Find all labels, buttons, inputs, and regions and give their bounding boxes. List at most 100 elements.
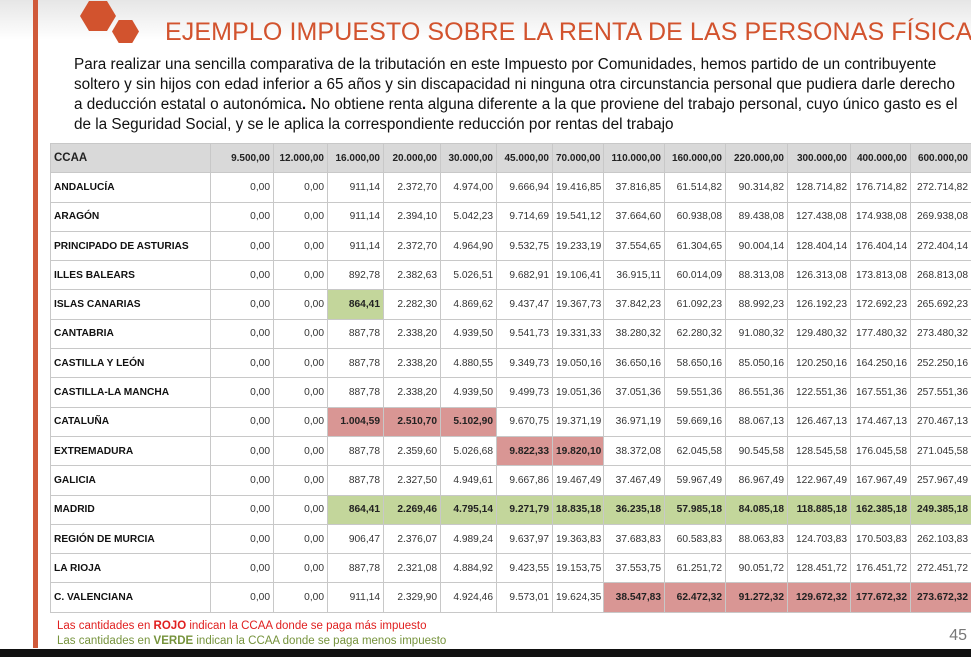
tax-cell: 60.938,08 <box>664 201 726 232</box>
tax-cell: 887,78 <box>327 377 384 408</box>
tax-cell: 4.939,50 <box>440 377 497 408</box>
tax-cell: 38.547,83 <box>603 582 665 613</box>
tax-cell: 122.551,36 <box>787 377 851 408</box>
hexagon-logo-small <box>112 20 139 43</box>
table-row: CASTILLA-LA MANCHA 0,00 0,00 887,78 2.338,20… <box>50 377 971 408</box>
tax-cell: 0,00 <box>273 406 328 437</box>
tax-cell: 88.992,23 <box>725 289 788 320</box>
tax-cell: 9.714,69 <box>496 201 553 232</box>
tax-cell: 9.271,79 <box>496 494 553 525</box>
region-name: MADRID <box>50 494 211 525</box>
tax-cell: 18.835,18 <box>552 494 604 525</box>
tax-cell: 37.683,83 <box>603 523 665 555</box>
column-header-income: 300.000,00 <box>787 142 851 174</box>
tax-cell: 9.541,73 <box>496 318 553 350</box>
page-title: EJEMPLO IMPUESTO SOBRE LA RENTA DE LAS P… <box>165 18 971 46</box>
tax-cell: 9.682,91 <box>496 260 553 291</box>
region-name: CASTILLA Y LEÓN <box>50 348 211 379</box>
intro-bold: . <box>301 96 307 113</box>
tax-cell: 0,00 <box>210 318 274 350</box>
tax-cell: 2.372,70 <box>383 230 441 262</box>
note-red: Las cantidades en ROJO indican la CCAA d… <box>57 619 446 634</box>
note-text: indican la CCAA donde se paga más impues… <box>186 620 427 632</box>
tax-cell: 37.467,49 <box>603 465 665 496</box>
tax-cell: 265.692,23 <box>910 289 971 320</box>
tax-cell: 5.042,23 <box>440 201 497 232</box>
column-header-income: 220.000,00 <box>725 142 788 174</box>
tax-cell: 9.637,97 <box>496 523 553 555</box>
tax-cell: 129.672,32 <box>787 582 851 613</box>
tax-cell: 62.280,32 <box>664 318 726 350</box>
tax-cell: 88.067,13 <box>725 406 788 437</box>
tax-cell: 0,00 <box>210 582 274 613</box>
region-name: EXTREMADURA <box>50 435 211 467</box>
tax-cell: 273.480,32 <box>910 318 971 350</box>
tax-cell: 4.880,55 <box>440 348 497 379</box>
tax-cell: 269.938,08 <box>910 201 971 232</box>
tax-cell: 164.250,16 <box>850 348 911 379</box>
tax-cell: 0,00 <box>273 201 328 232</box>
tax-cell: 176.404,14 <box>850 230 911 262</box>
tax-cell: 37.554,65 <box>603 230 665 262</box>
tax-cell: 127.438,08 <box>787 201 851 232</box>
tax-cell: 2.338,20 <box>383 348 441 379</box>
tax-cell: 911,14 <box>327 201 384 232</box>
tax-cell: 9.423,55 <box>496 553 553 584</box>
tax-cell: 62.472,32 <box>664 582 726 613</box>
tax-cell: 887,78 <box>327 348 384 379</box>
tax-cell: 19.233,19 <box>552 230 604 262</box>
tax-cell: 19.820,10 <box>552 435 604 467</box>
tax-cell: 60.014,09 <box>664 260 726 291</box>
tax-cell: 19.363,83 <box>552 523 604 555</box>
tax-cell: 85.050,16 <box>725 348 788 379</box>
column-header-income: 400.000,00 <box>850 142 911 174</box>
intro-paragraph: Para realizar una sencilla comparativa d… <box>74 55 964 135</box>
tax-cell: 91.080,32 <box>725 318 788 350</box>
column-header-income: 12.000,00 <box>273 142 328 174</box>
tax-cell: 38.372,08 <box>603 435 665 467</box>
tax-cell: 4.795,14 <box>440 494 497 525</box>
table-header-row: CCAA 9.500,00 12.000,00 16.000,00 20.000,00 3… <box>50 142 971 174</box>
table-row: GALICIA 0,00 0,00 887,78 2.327,50 4.949,61 9.6… <box>50 465 971 496</box>
tax-cell: 2.282,30 <box>383 289 441 320</box>
tax-cell: 129.480,32 <box>787 318 851 350</box>
note-text: Las cantidades en <box>57 635 154 647</box>
tax-cell: 4.924,46 <box>440 582 497 613</box>
column-header-income: 20.000,00 <box>383 142 441 174</box>
column-header-income: 600.000,00 <box>910 142 971 174</box>
tax-cell: 0,00 <box>210 260 274 291</box>
tax-cell: 2.394,10 <box>383 201 441 232</box>
tax-cell: 36.650,16 <box>603 348 665 379</box>
tax-cell: 0,00 <box>273 523 328 555</box>
table-row: CASTILLA Y LEÓN 0,00 0,00 887,78 2.338,20 4.8… <box>50 348 971 379</box>
tax-cell: 911,14 <box>327 172 384 203</box>
tax-cell: 91.272,32 <box>725 582 788 613</box>
tax-cell: 19.624,35 <box>552 582 604 613</box>
legend-notes: Las cantidades en ROJO indican la CCAA d… <box>57 619 446 649</box>
tax-cell: 9.666,94 <box>496 172 553 203</box>
table-row: CANTABRIA 0,00 0,00 887,78 2.338,20 4.939,50 9… <box>50 318 971 350</box>
tax-cell: 864,41 <box>327 494 384 525</box>
tax-cell: 0,00 <box>273 318 328 350</box>
tax-cell: 0,00 <box>210 201 274 232</box>
tax-cell: 170.503,83 <box>850 523 911 555</box>
tax-cell: 122.967,49 <box>787 465 851 496</box>
table-row: ARAGÓN 0,00 0,00 911,14 2.394,10 5.042,23 9.71… <box>50 201 971 232</box>
accent-bar <box>33 0 38 648</box>
intro-text: Para realizar una sencilla comparativa d… <box>74 56 955 113</box>
tax-cell: 2.269,46 <box>383 494 441 525</box>
tax-cell: 58.650,16 <box>664 348 726 379</box>
tax-cell: 90.004,14 <box>725 230 788 262</box>
tax-cell: 9.667,86 <box>496 465 553 496</box>
table-row: ILLES BALEARS 0,00 0,00 892,78 2.382,63 5.026… <box>50 260 971 291</box>
tax-cell: 0,00 <box>273 377 328 408</box>
tax-cell: 0,00 <box>210 523 274 555</box>
table-row: ANDALUCÍA 0,00 0,00 911,14 2.372,70 4.974,00 9… <box>50 172 971 203</box>
tax-cell: 0,00 <box>210 348 274 379</box>
tax-cell: 62.045,58 <box>664 435 726 467</box>
note-text: Las cantidades en <box>57 620 154 632</box>
tax-cell: 57.985,18 <box>664 494 726 525</box>
table-row: PRINCIPADO DE ASTURIAS 0,00 0,00 911,14 2.37… <box>50 230 971 262</box>
column-header-ccaa: CCAA <box>50 142 211 174</box>
tax-cell: 911,14 <box>327 230 384 262</box>
